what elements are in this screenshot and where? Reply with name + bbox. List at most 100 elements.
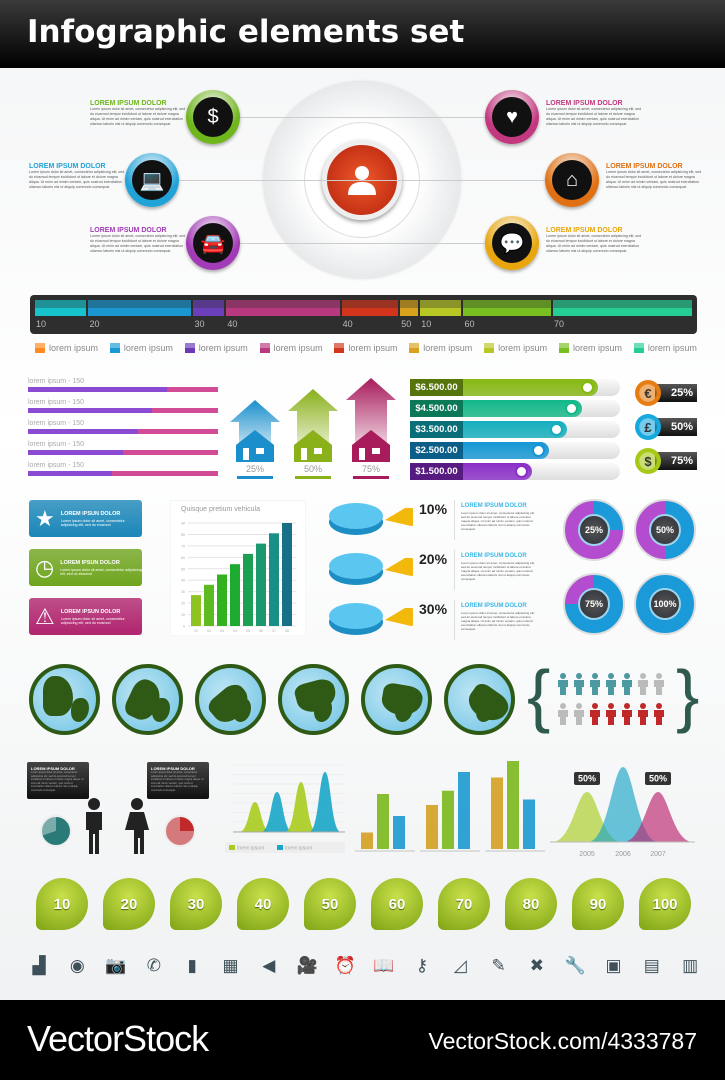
y-tick-label: 10 [181, 613, 185, 617]
money-label: $4.500.00 [410, 400, 463, 417]
chat-icon: 💬 [492, 223, 532, 263]
bar-chart: Quisque pretium vehicula0102030405060708… [170, 500, 306, 636]
man-figure-icon [78, 798, 110, 861]
alarm-clock-icon[interactable]: ⏰ [334, 956, 356, 975]
legend-swatch [334, 343, 345, 353]
speaker-icon[interactable]: ◀ [262, 956, 276, 975]
pie-body: Lorem ipsum dolor sit amet, consectetur … [461, 611, 535, 631]
line-chart-icon[interactable]: ◿ [453, 956, 467, 975]
segment: 50 [400, 300, 419, 329]
legend-item: lorem ipsum [184, 343, 248, 353]
house-underline [295, 476, 331, 479]
hub-item-body: Lorem ipsum dolor sit amet, consectetur … [90, 234, 186, 253]
bar-chart-icon[interactable]: ▟ [32, 956, 46, 975]
video-camera-icon[interactable]: 🎥 [296, 956, 318, 975]
key-icon[interactable]: ⚷ [415, 956, 429, 975]
hub-item-title: LOREM IPSUM DOLOR [29, 163, 106, 170]
hub-item-text: LOREM IPSUM DOLOR Lorem ipsum dolor sit a… [546, 227, 646, 254]
camera-icon[interactable]: 📷 [105, 956, 127, 975]
progress-bar [28, 408, 218, 413]
connector-line [240, 243, 310, 244]
person-icon [515, 465, 529, 478]
person-icon [589, 703, 601, 729]
small-pie-chart [164, 815, 196, 847]
coin-badge: 75% $ [635, 448, 697, 474]
clipboard-icon[interactable]: ▥ [682, 956, 699, 975]
house-underline [237, 476, 273, 479]
hub-item-body: Lorem ipsum dolor sit amet, consectetur … [546, 107, 642, 126]
hub-item-text: LOREM IPSUM DOLOR Lorem ipsum dolor sit a… [29, 163, 129, 190]
number-badge: 90 [572, 878, 624, 930]
progress-label: lorem ipsum - 150 [28, 462, 85, 469]
person-icon [348, 166, 376, 195]
segment-label: 10 [36, 319, 47, 329]
bar [217, 574, 227, 626]
bar [269, 533, 279, 626]
clock-icon: ◷ [35, 554, 55, 580]
document-icon[interactable]: ▮ [187, 956, 197, 975]
contacts-icon[interactable]: ▤ [643, 956, 660, 975]
wrench-icon[interactable]: 🔧 [564, 956, 586, 975]
pie-3d [329, 503, 413, 535]
woman-figure-icon [121, 798, 153, 861]
legend-swatch [259, 343, 270, 353]
progress-fill [28, 429, 139, 434]
legend-item: lorem ipsum [409, 343, 472, 353]
money-label: $1.500.00 [410, 463, 463, 480]
house-arrow-icon [346, 378, 396, 462]
bar [361, 832, 373, 849]
info-button[interactable]: ⚠ LOREM IPSUN DOLOR Lorem ipsum dolor sit … [29, 598, 142, 635]
header: Infographic elements set [0, 0, 725, 68]
segment: 60 [463, 300, 551, 329]
legend-swatch [109, 343, 120, 353]
speech-bubble: LOREM IPSUM DOLOR Lorem ipsum dolor sit a… [147, 762, 209, 799]
calendar-icon[interactable]: ▦ [222, 956, 239, 975]
progress-fill [28, 387, 167, 392]
bar [282, 523, 292, 626]
pie-divider [454, 550, 455, 590]
money-fill [463, 463, 533, 480]
bar [377, 794, 389, 849]
close-icon[interactable]: ✖ [529, 956, 545, 975]
peak-label: 50% [578, 774, 596, 784]
coin-percent: 25% [655, 384, 697, 402]
home-icon: ⌂ [552, 160, 592, 200]
legend-swatch [409, 343, 420, 353]
hub-item-1: $ [186, 90, 240, 144]
globe-asia-icon [278, 664, 349, 735]
number-badge: 30 [170, 878, 222, 930]
phone-icon[interactable]: ✆ [146, 956, 162, 975]
segment: 10 [35, 300, 87, 329]
money-fill [463, 400, 583, 417]
legend-label: lorem ipsum [273, 343, 323, 353]
id-card-icon[interactable]: ▣ [605, 956, 622, 975]
bar [507, 761, 519, 849]
legend-swatch [633, 343, 644, 353]
donut-center: 50% [649, 514, 681, 546]
hub-item-title: LOREM IPSUM DOLOR [90, 100, 167, 107]
grouped-bar-chart [355, 761, 545, 852]
y-tick-label: 90 [181, 522, 185, 526]
person-icon [589, 673, 601, 699]
progress-fill [28, 471, 112, 476]
progress-label: lorem ipsum - 150 [28, 399, 85, 406]
info-button[interactable]: ◷ LOREM IPSUN DOLOR Lorem ipsum dolor sit … [29, 549, 142, 586]
hub-item-4: ♥ [485, 90, 539, 144]
info-button[interactable]: ★ LOREM IPSUN DOLOR Lorem ipsum dolor sit … [29, 500, 142, 537]
donut-gauge: 75% [563, 573, 625, 635]
hub-item-6: 💬 [485, 216, 539, 270]
number-badge: 80 [505, 878, 557, 930]
person-icon [653, 673, 665, 699]
legend-label: lorem ipsum [49, 343, 99, 353]
edit-icon[interactable]: ✎ [491, 956, 506, 975]
book-icon[interactable]: 📖 [373, 956, 395, 975]
segment: 40 [341, 300, 399, 329]
button-title: LOREM IPSUN DOLOR [60, 559, 120, 566]
x-tick-label: 01 [194, 629, 198, 633]
legend-item: lorem ipsum [633, 343, 697, 353]
disc-icon[interactable]: ◉ [69, 956, 85, 975]
hub-item-5: ⌂ [545, 153, 599, 207]
legend-swatch [484, 343, 495, 353]
progress-fill [28, 408, 152, 413]
progress-bar [28, 471, 218, 476]
